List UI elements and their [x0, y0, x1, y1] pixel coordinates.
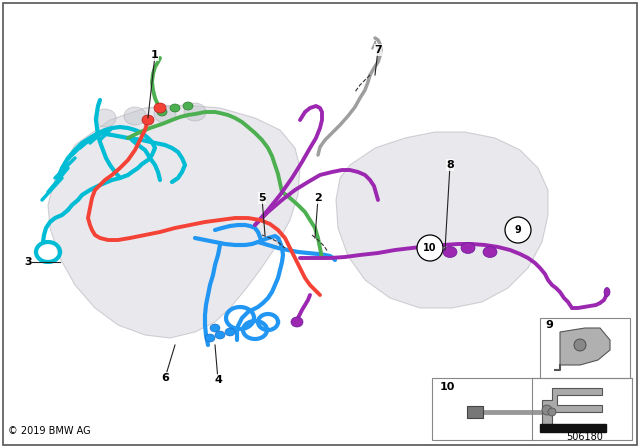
Text: © 2019 BMW AG: © 2019 BMW AG — [8, 426, 91, 436]
Bar — [540, 318, 630, 380]
Text: 506180: 506180 — [566, 432, 604, 442]
Ellipse shape — [443, 246, 457, 258]
Ellipse shape — [154, 103, 166, 113]
Polygon shape — [560, 328, 610, 365]
Ellipse shape — [170, 104, 180, 112]
Ellipse shape — [142, 115, 154, 125]
Circle shape — [417, 235, 443, 261]
Circle shape — [505, 217, 531, 243]
Ellipse shape — [154, 105, 176, 123]
Ellipse shape — [461, 242, 475, 254]
Ellipse shape — [157, 108, 167, 116]
Text: 1: 1 — [151, 50, 159, 60]
Text: 7: 7 — [374, 45, 382, 55]
Ellipse shape — [225, 328, 235, 336]
Bar — [432, 378, 632, 440]
Text: 6: 6 — [161, 373, 169, 383]
Text: 8: 8 — [446, 160, 454, 170]
Circle shape — [542, 405, 552, 415]
Ellipse shape — [215, 331, 225, 339]
Ellipse shape — [183, 102, 193, 110]
Circle shape — [574, 339, 586, 351]
Polygon shape — [542, 388, 602, 430]
Text: 10: 10 — [440, 382, 456, 392]
Text: 4: 4 — [214, 375, 222, 385]
Text: 9: 9 — [545, 320, 553, 330]
Polygon shape — [336, 132, 548, 308]
Ellipse shape — [143, 116, 153, 124]
Text: 10: 10 — [423, 243, 436, 253]
Bar — [540, 424, 606, 432]
Ellipse shape — [604, 288, 610, 297]
Circle shape — [548, 408, 556, 416]
Text: 5: 5 — [258, 193, 266, 203]
Ellipse shape — [210, 324, 220, 332]
Ellipse shape — [94, 109, 116, 127]
Ellipse shape — [124, 107, 146, 125]
Text: 2: 2 — [314, 193, 322, 203]
Ellipse shape — [291, 317, 303, 327]
Ellipse shape — [205, 334, 215, 342]
Text: 9: 9 — [515, 225, 522, 235]
Ellipse shape — [184, 103, 206, 121]
Bar — [467, 406, 483, 418]
Polygon shape — [48, 105, 300, 338]
Ellipse shape — [483, 246, 497, 258]
Text: 3: 3 — [24, 257, 32, 267]
